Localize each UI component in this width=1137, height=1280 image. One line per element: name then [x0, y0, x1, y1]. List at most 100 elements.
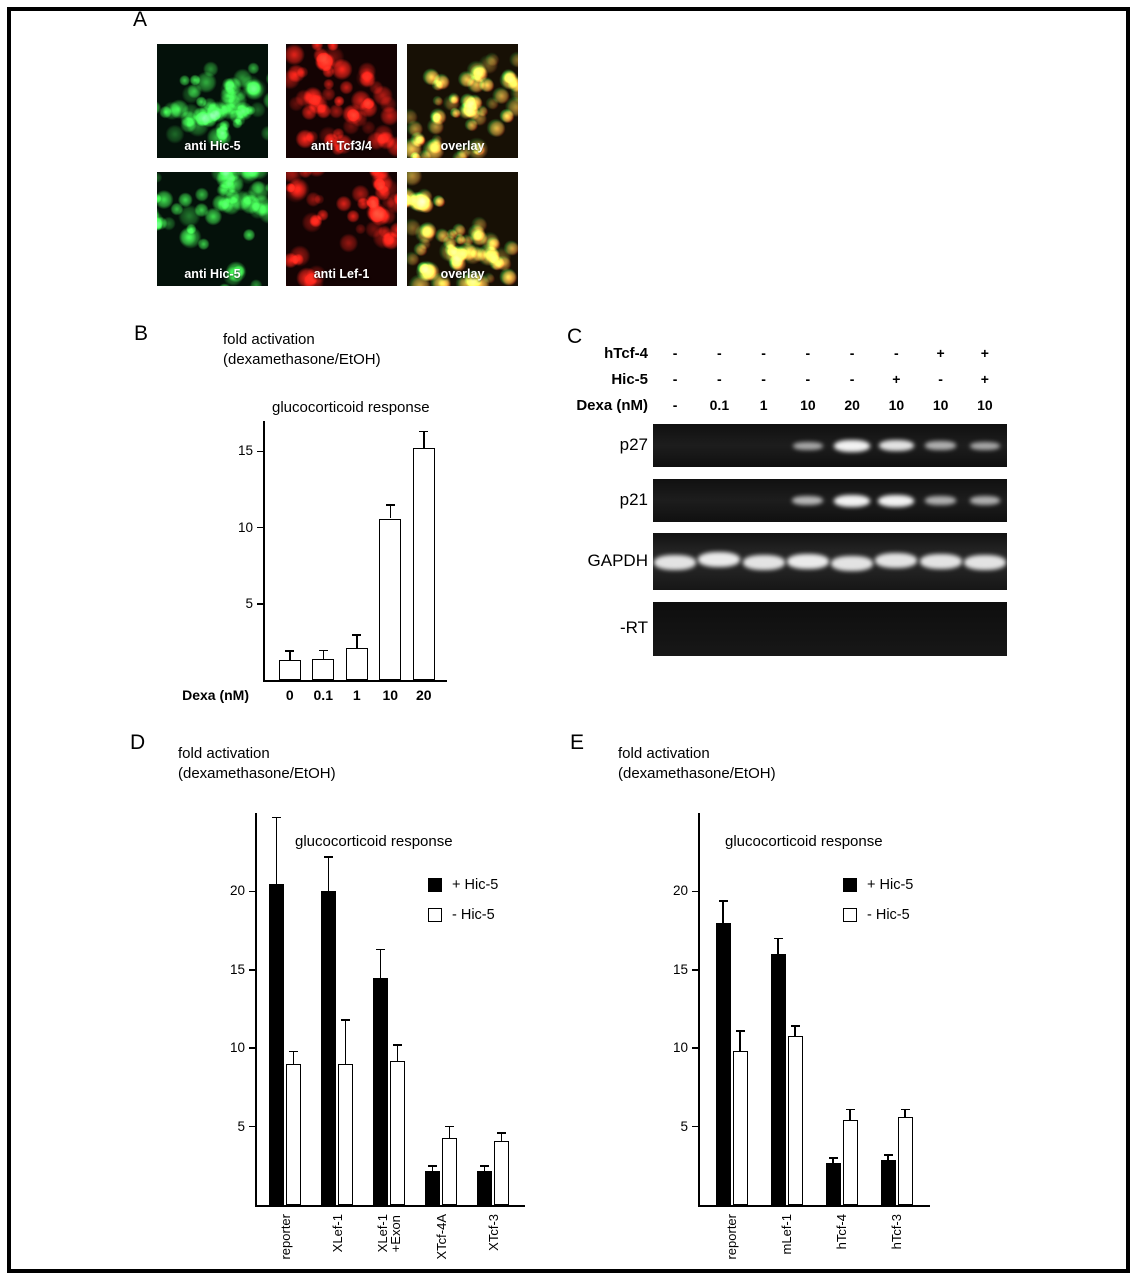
y-tick-label: 10 [237, 519, 253, 535]
micro-image-label: anti Tcf3/4 [311, 139, 372, 153]
gel-header-values: - - - - - - + + [653, 345, 1007, 361]
micro-image-label: anti Lef-1 [313, 267, 370, 281]
x-category-label: 10 [382, 687, 399, 703]
fluorescence-canvas [286, 44, 397, 158]
y-tick [692, 969, 698, 971]
gel-panel: hTcf-4 - - - - - - + + Hic-5 - - - - - + - + Dexa (nM) - 0.1… [560, 340, 1020, 665]
lane-value: - [672, 397, 678, 413]
bar [286, 1063, 301, 1205]
gel-header-label: hTcf-4 [604, 345, 648, 362]
x-category-label: 20 [415, 687, 432, 703]
x-category-label: XLef-1 [329, 1214, 345, 1253]
legend-swatch-open [428, 908, 442, 922]
bar-chart-e: fold activation (dexamethasone/EtOH) gluc… [610, 738, 1002, 1280]
error-bar-cap [385, 504, 395, 506]
micro-image-label: overlay [440, 139, 485, 153]
lane-value: - [761, 345, 766, 361]
micro-image-overlay-row2: overlay [407, 172, 518, 286]
micro-image-label: anti Hic-5 [184, 267, 241, 281]
y-tick-label: 15 [672, 961, 688, 977]
lane-value: 1 [759, 397, 768, 413]
y-tick [692, 890, 698, 893]
y-tick-label: 10 [672, 1040, 688, 1056]
error-bar-line [849, 1109, 851, 1121]
chart-title: glucocorticoid response [295, 833, 453, 850]
lane-value: - [849, 345, 855, 361]
y-axis [698, 813, 700, 1206]
gel-header-values: - 0.1 1 10 20 10 10 10 [653, 397, 1007, 413]
lane-value: 10 [800, 397, 816, 413]
legend-label: + Hic-5 [867, 877, 914, 893]
x-category-label: 0.1 [313, 687, 333, 703]
bar [494, 1140, 509, 1205]
gel-band [875, 553, 918, 568]
bar [770, 954, 786, 1205]
x-axis [263, 680, 447, 682]
y-tick [249, 1047, 255, 1049]
bar [425, 1170, 440, 1205]
error-bar-cap [318, 649, 328, 652]
y-tick-label: 20 [672, 883, 688, 899]
error-bar-cap [428, 1165, 437, 1167]
error-bar-cap [773, 937, 783, 940]
bar [412, 448, 435, 680]
gel-image [653, 479, 1007, 522]
y-tick [692, 1047, 698, 1049]
x-category-label: XTcf-4A [433, 1214, 449, 1260]
y-tick [692, 1125, 698, 1128]
bar [379, 518, 402, 680]
lane-value: + [980, 371, 989, 387]
error-bar-line [275, 817, 278, 884]
x-category-label: hTcf-3 [889, 1214, 904, 1250]
micro-image-anti-lef1: anti Lef-1 [286, 172, 397, 286]
bar [373, 977, 388, 1205]
legend-label: - Hic-5 [867, 907, 910, 923]
lane-value: 20 [844, 397, 860, 413]
y-tick-label: 20 [229, 883, 245, 899]
error-bar-line [832, 1157, 834, 1163]
gel-band [925, 441, 956, 450]
bar [321, 891, 336, 1205]
gel-band [742, 555, 785, 570]
y-axis [263, 421, 265, 681]
error-bar-cap [285, 650, 295, 652]
gel-band [698, 552, 741, 567]
lane-value: 10 [932, 397, 949, 413]
micro-image-label: overlay [440, 267, 485, 281]
lane-value: 0.1 [709, 397, 730, 413]
lane-value: + [936, 345, 945, 361]
y-axis [255, 813, 257, 1206]
legend-swatch-filled [843, 878, 857, 892]
error-bar-cap [497, 1132, 506, 1134]
gel-band [654, 555, 697, 570]
bar [897, 1117, 913, 1205]
y-tick-label: 5 [245, 595, 253, 611]
error-bar-cap [376, 948, 385, 951]
bar [715, 922, 731, 1205]
error-bar-line [327, 856, 330, 892]
error-bar-line [777, 938, 779, 955]
legend-swatch-filled [428, 878, 442, 892]
error-bar-cap [393, 1044, 402, 1046]
error-bar-cap [289, 1050, 298, 1053]
error-bar-cap [828, 1157, 838, 1159]
gel-image [653, 424, 1007, 467]
lane-value: + [892, 371, 901, 387]
bar-chart-b: fold activation (dexamethasone/EtOH) gluc… [182, 325, 477, 720]
x-category-label: reporter [277, 1214, 293, 1260]
y-tick-label: 15 [237, 443, 253, 459]
error-bar-cap [845, 1108, 855, 1111]
gel-band [834, 494, 871, 507]
error-bar-line [794, 1026, 796, 1036]
error-bar-cap [445, 1125, 454, 1128]
y-tick-label: 15 [229, 961, 245, 977]
gel-band [969, 496, 1001, 505]
error-bar-line [483, 1165, 486, 1171]
chart-title: glucocorticoid response [725, 833, 883, 850]
lane-value: + [980, 345, 989, 361]
gel-band [834, 439, 871, 452]
error-bar-line [396, 1045, 399, 1061]
panel-c-label: C [567, 325, 583, 348]
bar [732, 1051, 748, 1205]
